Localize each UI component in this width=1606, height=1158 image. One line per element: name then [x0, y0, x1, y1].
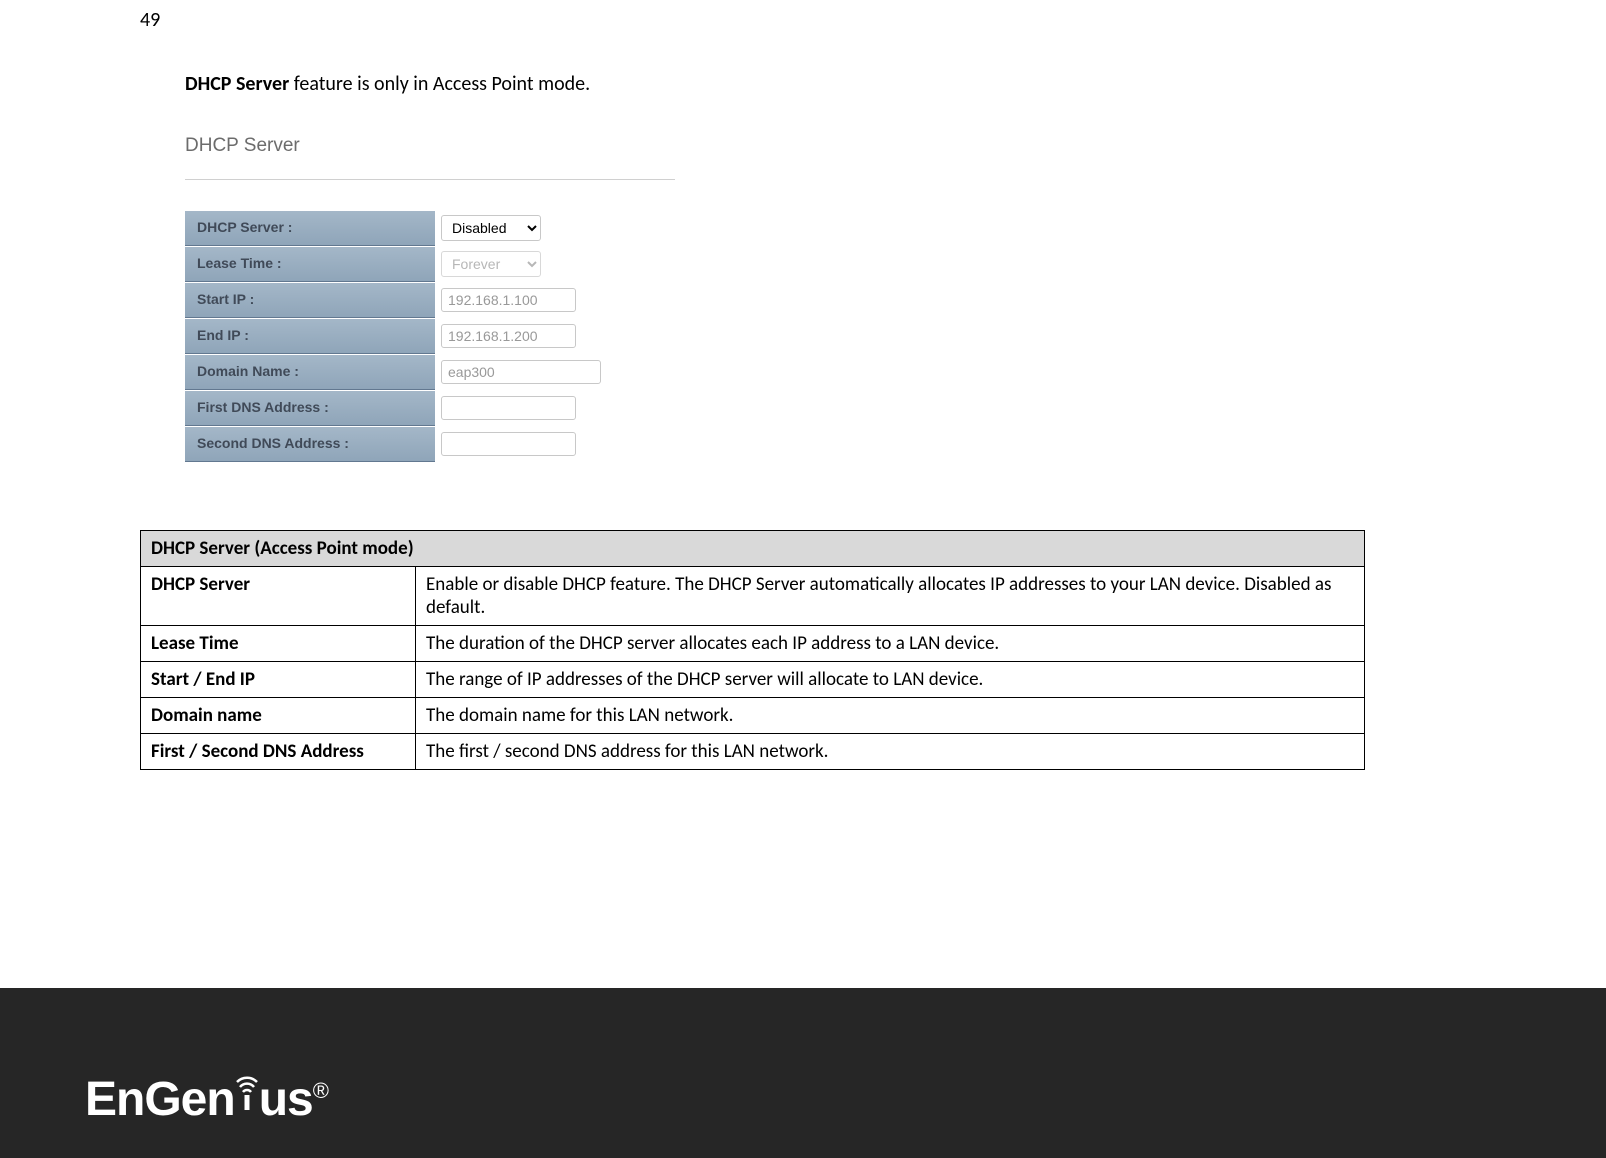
form-label: DHCP Server : [185, 210, 435, 246]
form-row: Domain Name : [185, 354, 665, 390]
engenius-logo: EnGen us® [85, 1072, 328, 1128]
intro-text: DHCP Server feature is only in Access Po… [185, 72, 590, 96]
intro-bold: DHCP Server [185, 72, 289, 96]
form-control: Disabled [435, 215, 665, 241]
desc-header: DHCP Server (Access Point mode) [141, 531, 1365, 567]
form-control [435, 288, 665, 312]
desc-value: The domain name for this LAN network. [416, 698, 1365, 734]
dhcp-select[interactable]: Disabled [441, 215, 541, 241]
form-row: First DNS Address : [185, 390, 665, 426]
intro-rest: feature is only in Access Point mode. [289, 72, 590, 96]
form-label: Second DNS Address : [185, 426, 435, 462]
dhcp-form: DHCP Server :DisabledLease Time :Forever… [185, 210, 665, 462]
form-label: Lease Time : [185, 246, 435, 282]
form-label: First DNS Address : [185, 390, 435, 426]
logo-part-b: us [259, 1073, 313, 1126]
desc-value: The first / second DNS address for this … [416, 734, 1365, 770]
form-control [435, 396, 665, 420]
text-input[interactable] [441, 324, 576, 348]
form-control [435, 432, 665, 456]
form-row: Start IP : [185, 282, 665, 318]
description-table: DHCP Server (Access Point mode) DHCP Ser… [140, 530, 1365, 770]
logo-registered: ® [313, 1078, 328, 1103]
form-control: Forever [435, 251, 665, 277]
dhcp-section-title: DHCP Server [185, 135, 675, 180]
form-row: End IP : [185, 318, 665, 354]
page-footer: EnGen us® [0, 988, 1606, 1158]
table-row: Domain nameThe domain name for this LAN … [141, 698, 1365, 734]
logo-part-a: EnGen [85, 1073, 235, 1126]
table-row: First / Second DNS AddressThe first / se… [141, 734, 1365, 770]
form-label: Start IP : [185, 282, 435, 318]
wifi-icon [233, 1068, 261, 1124]
lease-select: Forever [441, 251, 541, 277]
dhcp-server-panel: DHCP Server DHCP Server :DisabledLease T… [185, 135, 675, 462]
text-input[interactable] [441, 288, 576, 312]
form-label: End IP : [185, 318, 435, 354]
desc-value: The range of IP addresses of the DHCP se… [416, 662, 1365, 698]
table-row: Lease TimeThe duration of the DHCP serve… [141, 626, 1365, 662]
form-control [435, 360, 665, 384]
form-row: DHCP Server :Disabled [185, 210, 665, 246]
form-row: Second DNS Address : [185, 426, 665, 462]
form-label: Domain Name : [185, 354, 435, 390]
form-row: Lease Time :Forever [185, 246, 665, 282]
text-input[interactable] [441, 396, 576, 420]
desc-key: Lease Time [141, 626, 416, 662]
form-control [435, 324, 665, 348]
desc-value: Enable or disable DHCP feature. The DHCP… [416, 567, 1365, 626]
desc-key: Start / End IP [141, 662, 416, 698]
text-input[interactable] [441, 432, 576, 456]
table-row: Start / End IPThe range of IP addresses … [141, 662, 1365, 698]
desc-value: The duration of the DHCP server allocate… [416, 626, 1365, 662]
desc-key: DHCP Server [141, 567, 416, 626]
table-row: DHCP ServerEnable or disable DHCP featur… [141, 567, 1365, 626]
desc-key: First / Second DNS Address [141, 734, 416, 770]
page-number: 49 [140, 8, 160, 32]
desc-key: Domain name [141, 698, 416, 734]
text-input[interactable] [441, 360, 601, 384]
